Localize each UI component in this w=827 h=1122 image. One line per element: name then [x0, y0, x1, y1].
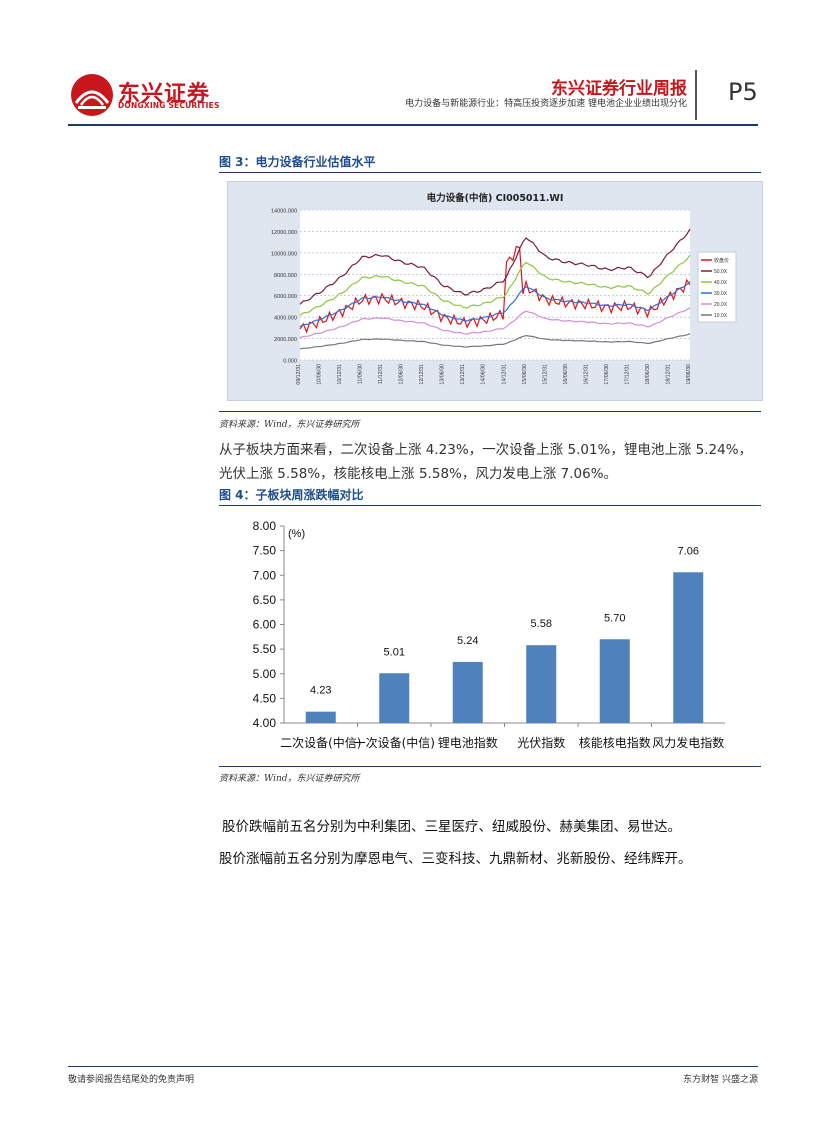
category-label: 核能核电指数	[579, 735, 651, 750]
y-tick-label: 7.50	[253, 544, 277, 558]
bar-value-label: 5.01	[384, 646, 405, 658]
figure4-bottom-rule	[219, 766, 761, 767]
series-line-3	[299, 254, 691, 316]
y-tick-label: 6.00	[253, 618, 277, 632]
valuation-chart-panel: 电力设备(中信) CI005011.WI 0.000 2000.000 4000.00…	[227, 181, 763, 401]
y-tick-label: 14000.000	[271, 209, 297, 215]
legend-label: 20.0X	[714, 302, 728, 308]
y-tick-label: 8.00	[253, 519, 277, 533]
series-line-6	[299, 333, 691, 350]
disclaimer-note: 敬请参阅报告结尾处的免责声明	[68, 1075, 195, 1085]
figure3-source: 资料来源：Wind，东兴证券研究所	[219, 420, 360, 430]
bar-value-label: 5.58	[531, 618, 552, 630]
x-tick-label: 14/06/30	[481, 364, 487, 385]
top-decliners-text: 股价跌幅前五名分别为中利集团、三星医疗、纽威股份、赫美集团、易世达。	[222, 819, 681, 835]
header-rule	[68, 124, 758, 126]
category-label: 锂电池指数	[438, 735, 498, 750]
x-tick-label: 19/06/30	[686, 364, 692, 385]
company-logo-icon	[71, 74, 113, 116]
y-tick-label: 0.000	[283, 359, 297, 365]
category-label: 光伏指数	[517, 735, 565, 750]
x-tick-label: 15/06/30	[522, 364, 528, 385]
bar-value-label: 7.06	[678, 545, 699, 557]
report-title: 东兴证券行业周报	[551, 79, 687, 99]
legend-label: 10.0X	[714, 313, 728, 319]
bar-value-label: 5.24	[457, 635, 478, 647]
y-tick-label: 5.00	[253, 667, 277, 681]
bar-value-label: 5.70	[604, 612, 625, 624]
x-tick-label: 17/06/30	[604, 364, 610, 385]
y-tick-label: 6000.000	[274, 294, 297, 300]
x-tick-label: 18/06/30	[645, 364, 651, 385]
x-tick-label: 16/12/31	[583, 364, 589, 385]
legend-label: 收盘价	[714, 257, 729, 264]
category-label: 二次设备(中信)	[280, 735, 361, 750]
y-tick-label: 4000.000	[274, 316, 297, 322]
y-tick-label: 7.00	[253, 568, 277, 582]
x-tick-label: 15/12/31	[542, 364, 548, 385]
bar-5	[599, 639, 630, 723]
legend-label: 30.0X	[714, 291, 728, 297]
subsector-bar-chart: 4.00 4.50 5.00 5.50 6.00 6.50 7.00 7.50 8.00 (%) 4…	[253, 519, 725, 750]
figure3-bottom-rule	[219, 411, 761, 412]
legend-box	[697, 251, 737, 323]
top-gainers-text: 股价涨幅前五名分别为摩恩电气、三变科技、九鼎新材、兆新股份、经纬辉开。	[219, 851, 692, 867]
figure4-top-rule	[219, 505, 761, 506]
x-tick-label: 10/06/30	[317, 364, 323, 385]
bar-6	[673, 572, 704, 723]
bar-1	[305, 711, 336, 723]
plot-area	[300, 210, 690, 360]
x-tick-label: 14/12/31	[501, 364, 507, 385]
logo-name-cn: 东兴证券	[118, 82, 211, 107]
x-tick-label: 10/12/31	[337, 364, 343, 385]
y-tick-label: 10000.000	[271, 251, 297, 257]
x-tick-label: 13/06/30	[440, 364, 446, 385]
x-tick-label: 11/06/30	[358, 364, 364, 384]
x-tick-label: 11/12/31	[378, 364, 384, 384]
figure4-source: 资料来源：Wind，东兴证券研究所	[219, 774, 360, 784]
x-tick-label: 18/12/31	[665, 364, 671, 385]
valuation-line-chart: 电力设备(中信) CI005011.WI 0.000 2000.000 4000.00…	[271, 192, 737, 385]
chart-title: 电力设备(中信) CI005011.WI	[427, 192, 564, 204]
y-tick-label: 4.50	[253, 691, 277, 705]
legend-label: 40.0X	[714, 280, 728, 286]
figure3-top-rule	[219, 172, 761, 173]
subsector-summary-line2: 光伏上涨 5.58%，核能核电上涨 5.58%，风力发电上涨 7.06%。	[219, 466, 618, 482]
subsector-summary-line1: 从子板块方面来看，二次设备上涨 4.23%，一次设备上涨 5.01%，锂电池上涨…	[219, 442, 753, 458]
y-unit-label: (%)	[288, 528, 305, 540]
y-tick-label: 12000.000	[271, 230, 297, 236]
figure3-label: 图 3：电力设备行业估值水平	[219, 155, 376, 169]
legend-label: 50.0X	[714, 269, 728, 275]
series-line-2	[299, 228, 691, 305]
series-line-4	[299, 281, 691, 328]
header-divider	[695, 70, 697, 120]
bar-4	[526, 645, 557, 723]
x-tick-label: 16/06/30	[563, 364, 569, 385]
page-number: P5	[728, 78, 758, 106]
series-line-5	[299, 307, 691, 339]
y-tick-label: 5.50	[253, 642, 277, 656]
category-label: 一次设备(中信)	[354, 735, 435, 750]
category-label: 风力发电指数	[652, 735, 724, 750]
x-tick-label: 09/12/31	[296, 364, 302, 385]
logo-name-en: DONGXING SECURITIES	[118, 101, 220, 110]
x-tick-label: 12/12/31	[419, 364, 425, 385]
series-line-1	[299, 245, 691, 334]
y-tick-label: 8000.000	[274, 273, 297, 279]
footer-slogan: 东方财智 兴盛之源	[683, 1075, 758, 1085]
bar-value-label: 4.23	[310, 685, 331, 697]
report-subtitle: 电力设备与新能源行业：特高压投资逐步加速 锂电池企业业绩出现分化	[405, 99, 687, 109]
x-tick-label: 13/12/31	[460, 364, 466, 385]
x-tick-label: 12/06/30	[399, 364, 405, 385]
figure4-label: 图 4：子板块周涨跌幅对比	[219, 488, 364, 502]
y-tick-label: 6.50	[253, 593, 277, 607]
x-tick-label: 17/12/31	[624, 364, 630, 385]
y-tick-label: 2000.000	[274, 337, 297, 343]
bar-3	[452, 661, 483, 723]
y-tick-label: 4.00	[253, 716, 277, 730]
footer-rule	[68, 1066, 758, 1067]
bar-2	[379, 673, 410, 723]
